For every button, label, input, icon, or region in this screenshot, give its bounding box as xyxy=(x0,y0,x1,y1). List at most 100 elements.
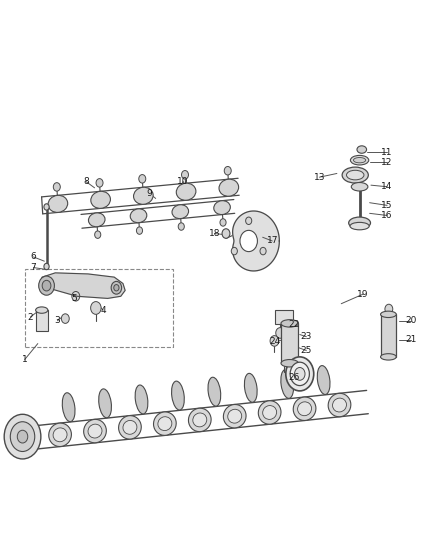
Text: 24: 24 xyxy=(269,337,280,346)
Ellipse shape xyxy=(193,413,207,427)
Circle shape xyxy=(270,336,279,346)
Text: 2: 2 xyxy=(28,312,33,321)
Ellipse shape xyxy=(176,183,196,200)
Ellipse shape xyxy=(48,196,68,213)
Ellipse shape xyxy=(350,222,369,230)
Circle shape xyxy=(96,179,103,187)
Text: 22: 22 xyxy=(289,320,300,329)
Circle shape xyxy=(111,281,122,294)
Text: 15: 15 xyxy=(381,201,393,210)
Circle shape xyxy=(222,229,230,238)
Circle shape xyxy=(178,223,184,230)
Circle shape xyxy=(220,219,226,226)
Text: 4: 4 xyxy=(100,305,106,314)
Ellipse shape xyxy=(135,385,148,414)
Circle shape xyxy=(246,217,252,224)
Text: 14: 14 xyxy=(381,182,393,191)
Ellipse shape xyxy=(293,397,316,421)
Circle shape xyxy=(139,175,146,183)
Polygon shape xyxy=(233,211,279,271)
Ellipse shape xyxy=(342,167,368,183)
Text: 9: 9 xyxy=(146,189,152,198)
Text: 8: 8 xyxy=(83,177,89,186)
Ellipse shape xyxy=(158,417,172,431)
Text: 19: 19 xyxy=(357,289,369,298)
Circle shape xyxy=(224,166,231,175)
Ellipse shape xyxy=(53,428,67,442)
Ellipse shape xyxy=(228,409,242,423)
Ellipse shape xyxy=(357,146,367,154)
Circle shape xyxy=(42,280,51,291)
Ellipse shape xyxy=(188,408,211,432)
Bar xyxy=(25,269,173,348)
Ellipse shape xyxy=(281,320,298,327)
Ellipse shape xyxy=(172,205,189,219)
Text: 12: 12 xyxy=(381,158,393,167)
Ellipse shape xyxy=(62,393,75,422)
Text: 23: 23 xyxy=(300,332,312,341)
Text: 11: 11 xyxy=(381,148,393,157)
Ellipse shape xyxy=(219,179,239,196)
Polygon shape xyxy=(40,273,125,298)
Ellipse shape xyxy=(263,406,277,419)
Ellipse shape xyxy=(350,156,369,165)
Ellipse shape xyxy=(134,187,153,204)
Circle shape xyxy=(72,292,80,301)
Ellipse shape xyxy=(49,423,71,447)
Circle shape xyxy=(260,247,266,255)
Ellipse shape xyxy=(223,405,246,428)
Circle shape xyxy=(114,285,119,291)
Text: 18: 18 xyxy=(209,229,220,238)
Ellipse shape xyxy=(281,360,298,367)
Bar xyxy=(275,310,293,324)
Ellipse shape xyxy=(119,416,141,439)
Ellipse shape xyxy=(84,419,106,443)
Text: 7: 7 xyxy=(31,263,36,272)
Ellipse shape xyxy=(349,217,371,229)
Ellipse shape xyxy=(91,191,110,208)
Ellipse shape xyxy=(381,354,396,360)
Text: 13: 13 xyxy=(314,173,325,182)
Text: 17: 17 xyxy=(266,237,278,246)
Circle shape xyxy=(385,304,393,314)
Text: 25: 25 xyxy=(300,346,312,355)
Ellipse shape xyxy=(332,398,346,412)
Text: 1: 1 xyxy=(22,355,28,364)
Text: 16: 16 xyxy=(381,211,393,220)
Ellipse shape xyxy=(328,393,351,417)
Circle shape xyxy=(11,422,35,451)
Text: 5: 5 xyxy=(71,294,77,303)
Bar xyxy=(381,314,396,357)
Ellipse shape xyxy=(130,209,147,223)
Ellipse shape xyxy=(99,389,111,418)
Ellipse shape xyxy=(317,366,330,394)
Text: 20: 20 xyxy=(406,316,417,325)
Ellipse shape xyxy=(297,402,311,416)
Circle shape xyxy=(39,276,54,295)
Ellipse shape xyxy=(353,158,366,163)
Bar xyxy=(284,361,297,372)
Ellipse shape xyxy=(172,381,184,410)
Text: 3: 3 xyxy=(55,316,60,325)
Circle shape xyxy=(4,414,41,459)
Text: 21: 21 xyxy=(406,335,417,344)
Ellipse shape xyxy=(351,182,368,191)
Circle shape xyxy=(136,227,142,235)
Circle shape xyxy=(61,314,69,324)
Circle shape xyxy=(95,231,101,238)
Ellipse shape xyxy=(281,369,293,398)
Circle shape xyxy=(17,430,28,443)
Circle shape xyxy=(290,362,309,385)
Circle shape xyxy=(91,302,101,314)
Ellipse shape xyxy=(244,373,257,402)
Ellipse shape xyxy=(208,377,221,406)
Ellipse shape xyxy=(214,201,230,215)
Ellipse shape xyxy=(381,311,396,318)
Circle shape xyxy=(44,204,49,210)
Ellipse shape xyxy=(35,307,48,313)
Ellipse shape xyxy=(346,170,364,180)
Circle shape xyxy=(240,230,258,252)
Ellipse shape xyxy=(88,424,102,438)
Bar xyxy=(281,324,298,364)
Text: 10: 10 xyxy=(177,177,189,186)
